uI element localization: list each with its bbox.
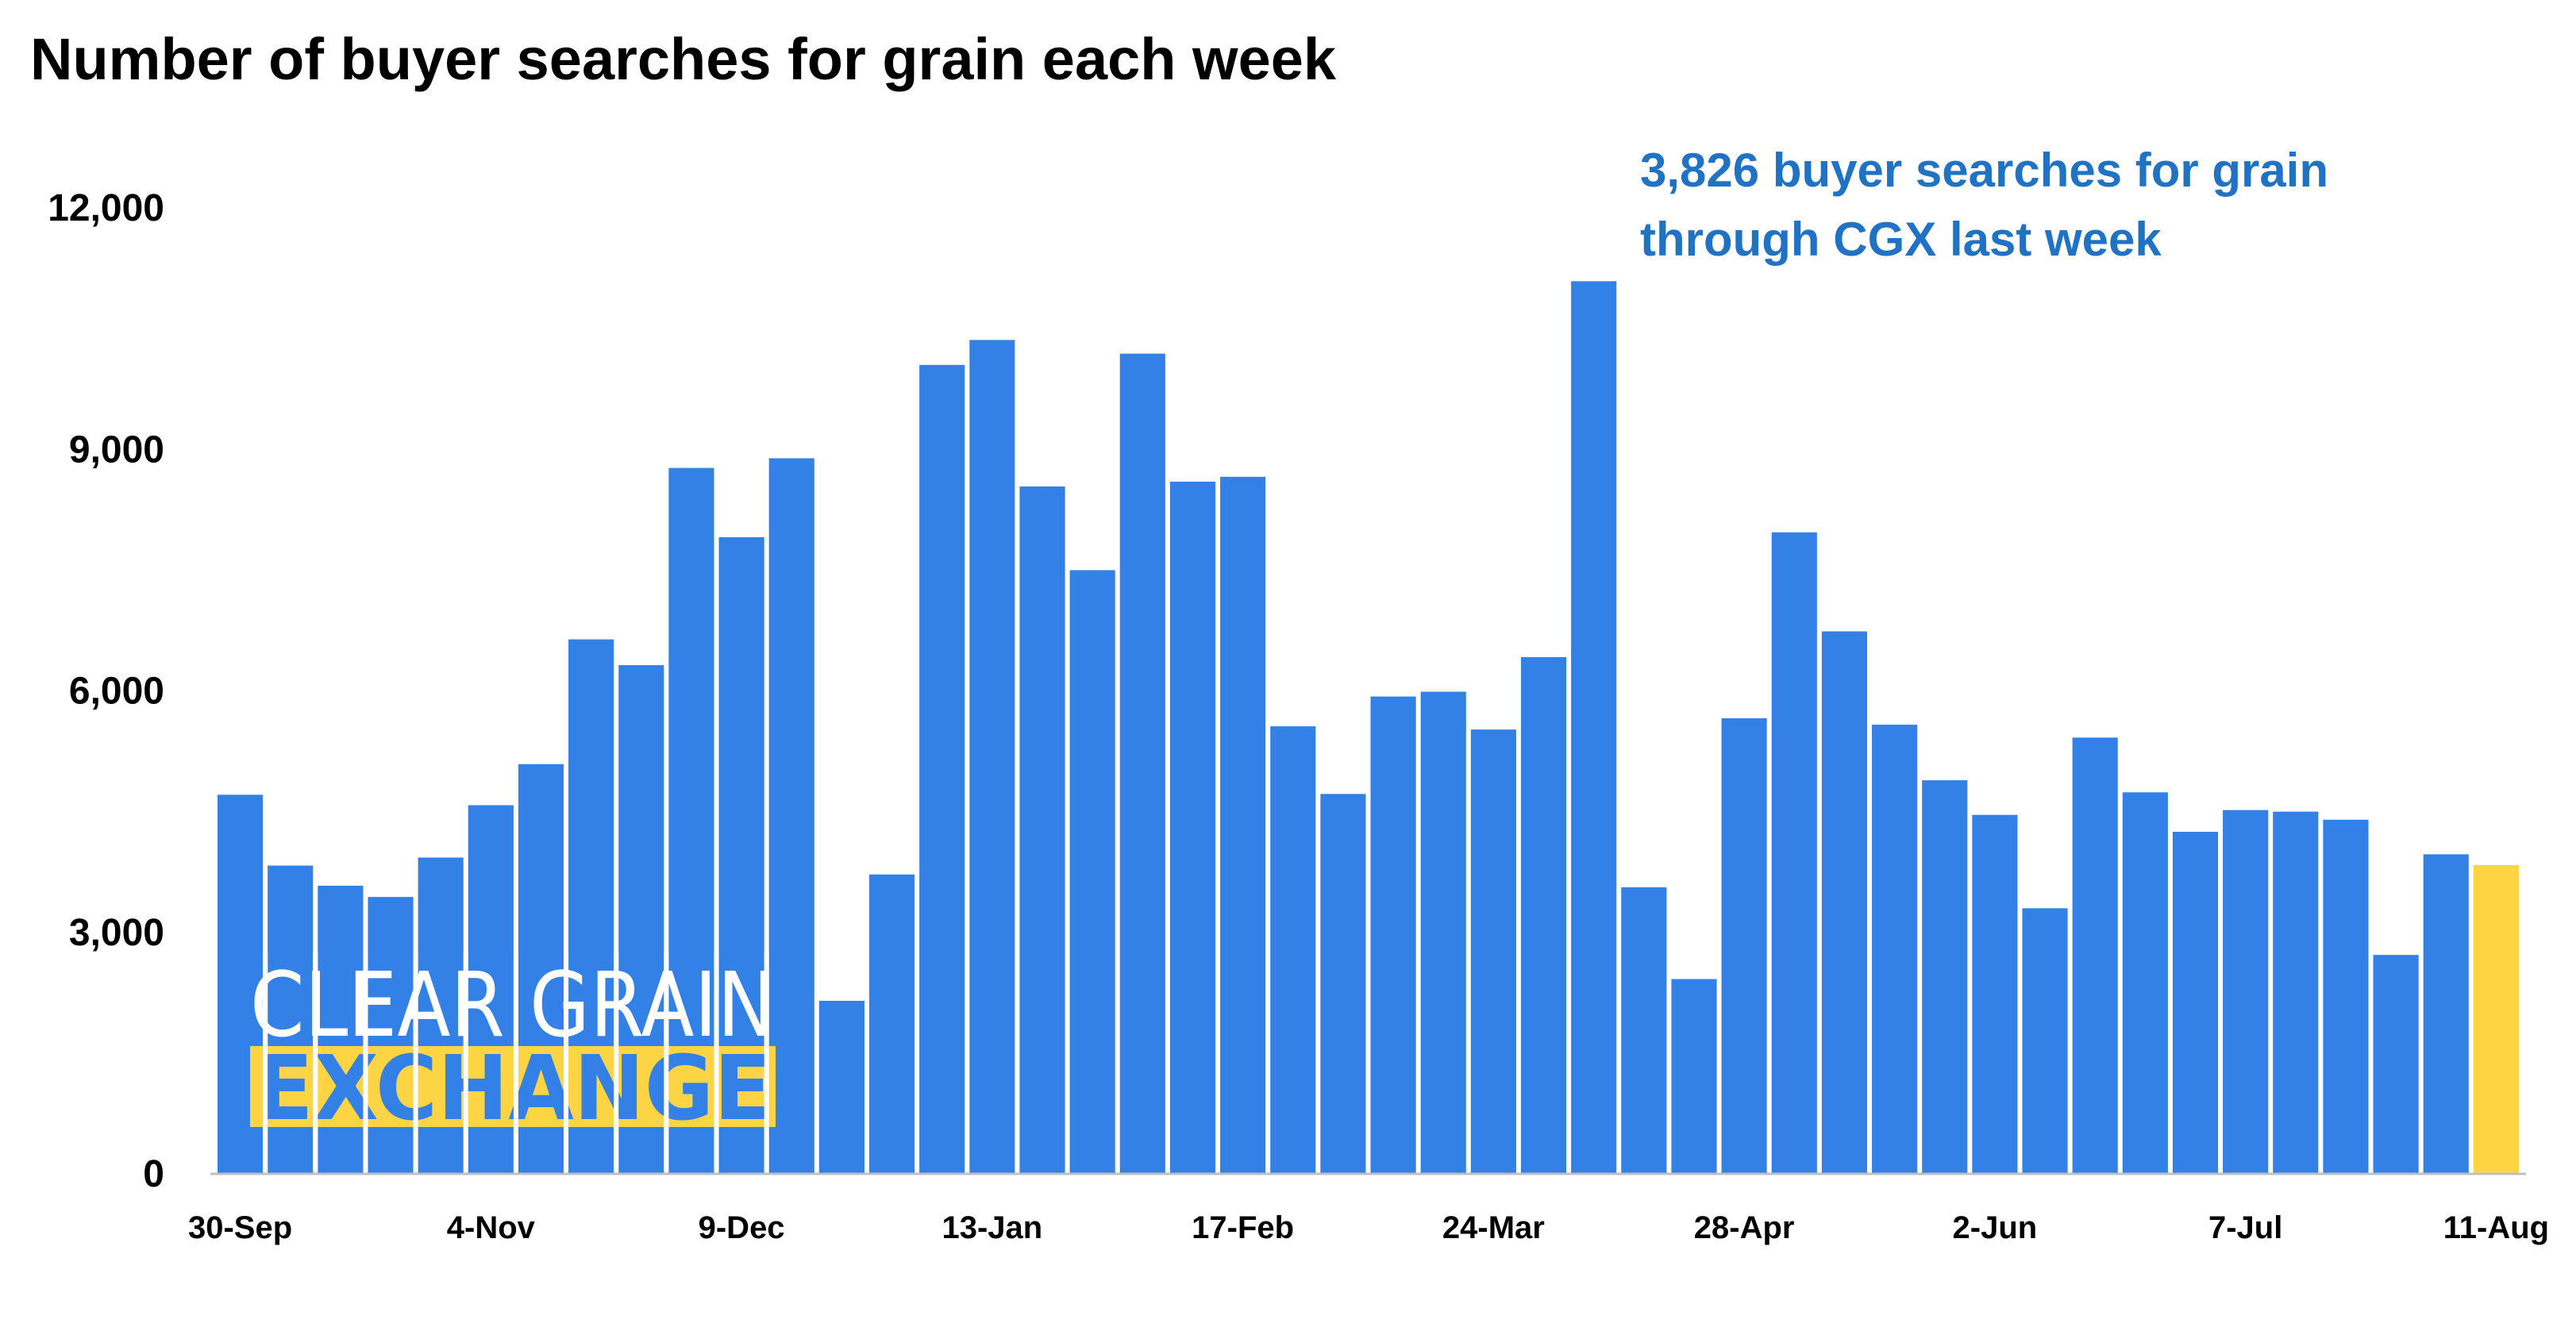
logo-bar-gaps bbox=[263, 952, 769, 1171]
y-tick-label: 3,000 bbox=[69, 912, 164, 954]
x-tick-label: 17-Feb bbox=[1192, 1210, 1294, 1245]
x-tick-label: 28-Apr bbox=[1694, 1210, 1795, 1245]
bar bbox=[1019, 486, 1065, 1173]
bar bbox=[818, 1000, 864, 1173]
y-axis: 0 3,000 6,000 9,000 12,000 bbox=[48, 187, 164, 1195]
bar-gap bbox=[714, 952, 719, 1171]
bar bbox=[868, 874, 915, 1173]
bar bbox=[1520, 656, 1567, 1173]
x-tick-label: 4-Nov bbox=[447, 1210, 536, 1245]
bar-gap bbox=[263, 952, 268, 1171]
bar bbox=[2223, 810, 2269, 1173]
bar bbox=[2323, 819, 2369, 1173]
bar bbox=[2122, 792, 2168, 1173]
y-tick-label: 9,000 bbox=[69, 429, 164, 471]
x-tick-label: 11-Aug bbox=[2443, 1210, 2549, 1245]
bar bbox=[1119, 353, 1165, 1173]
y-tick-label: 12,000 bbox=[48, 187, 164, 229]
bar bbox=[1721, 717, 1767, 1173]
bar-gap bbox=[513, 952, 518, 1171]
annotation-line-1: 3,826 buyer searches for grain bbox=[1640, 144, 2328, 197]
bar bbox=[1571, 281, 1617, 1173]
x-tick-label: 2-Jun bbox=[1953, 1210, 2038, 1245]
bar bbox=[1771, 532, 1817, 1173]
bar bbox=[1470, 729, 1516, 1173]
bar-gap bbox=[664, 952, 669, 1171]
bar-gap bbox=[363, 952, 368, 1171]
bar-gap bbox=[413, 952, 418, 1171]
bar-gap bbox=[564, 952, 569, 1171]
bar bbox=[1069, 570, 1115, 1173]
bar bbox=[1220, 476, 1266, 1173]
logo-band bbox=[250, 1046, 776, 1127]
bar bbox=[368, 897, 414, 1173]
bar bbox=[1972, 814, 2018, 1173]
bar bbox=[1671, 979, 1717, 1173]
bar bbox=[969, 340, 1015, 1173]
bar bbox=[1821, 631, 1868, 1173]
x-tick-label: 30-Sep bbox=[188, 1210, 292, 1245]
x-tick-label: 9-Dec bbox=[699, 1210, 785, 1245]
x-tick-label: 24-Mar bbox=[1442, 1210, 1545, 1245]
logo-line-1: CLEAR GRAIN bbox=[250, 954, 776, 1057]
bar bbox=[1169, 481, 1216, 1173]
bar bbox=[1922, 780, 1968, 1173]
bar-gap bbox=[764, 952, 769, 1171]
x-axis: 30-Sep 4-Nov 9-Dec 13-Jan 17-Feb 24-Mar 28-Apr… bbox=[188, 1210, 2549, 1245]
bar bbox=[2172, 831, 2219, 1173]
clear-grain-exchange-logo: CLEAR GRAIN EXCHANGE bbox=[250, 954, 776, 1141]
y-tick-label: 6,000 bbox=[69, 671, 164, 713]
bar bbox=[2373, 955, 2419, 1173]
chart-title: Number of buyer searches for grain each … bbox=[30, 26, 1337, 92]
y-tick-label: 0 bbox=[143, 1153, 164, 1195]
bar bbox=[2273, 811, 2319, 1173]
x-tick-label: 13-Jan bbox=[941, 1210, 1042, 1245]
bar bbox=[1420, 691, 1466, 1173]
bar-gap bbox=[313, 952, 318, 1171]
bar bbox=[919, 364, 965, 1173]
bar bbox=[768, 458, 814, 1173]
x-tick-label: 7-Jul bbox=[2208, 1210, 2282, 1245]
bar bbox=[2022, 908, 2068, 1173]
bar bbox=[2423, 854, 2469, 1173]
bar bbox=[2072, 737, 2118, 1173]
annotation-line-2: through CGX last week bbox=[1640, 213, 2162, 266]
bar bbox=[1621, 887, 1667, 1173]
bar-highlighted bbox=[2473, 864, 2519, 1173]
bar-gap bbox=[614, 952, 619, 1171]
bar bbox=[1270, 726, 1316, 1173]
bar bbox=[1872, 725, 1918, 1173]
bar-gap bbox=[463, 952, 468, 1171]
bar bbox=[1370, 696, 1416, 1173]
bar bbox=[1320, 794, 1366, 1173]
